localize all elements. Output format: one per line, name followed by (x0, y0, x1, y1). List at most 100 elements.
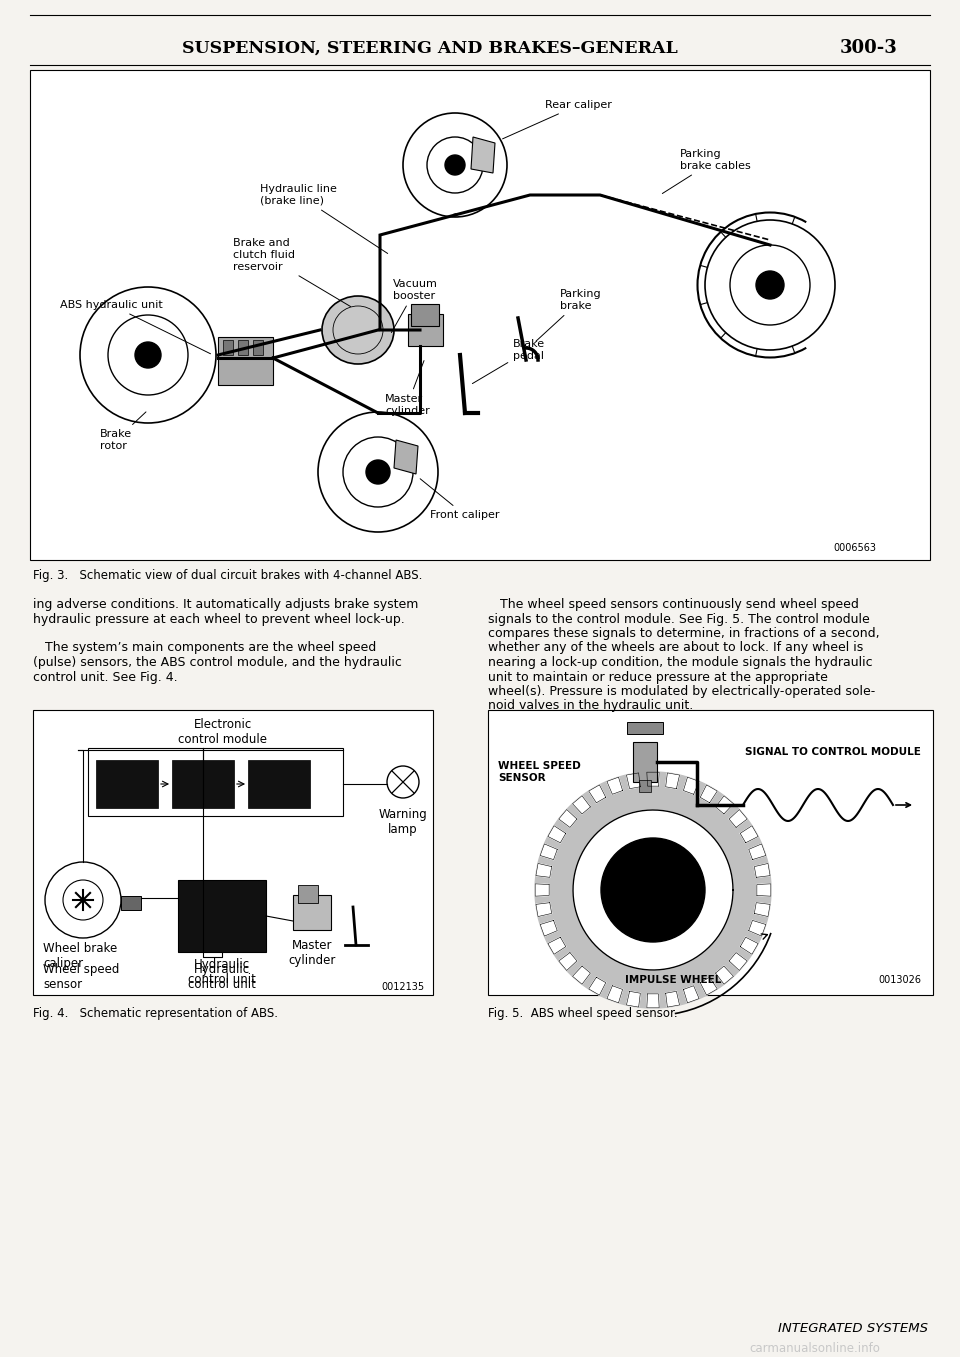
Bar (238, 341, 248, 356)
Text: Electronic
control module: Electronic control module (179, 718, 268, 746)
Text: IMPULSE WHEEL: IMPULSE WHEEL (625, 974, 721, 985)
Polygon shape (729, 953, 747, 970)
Text: 0013026: 0013026 (878, 974, 921, 985)
Text: The wheel speed sensors continuously send wheel speed: The wheel speed sensors continuously sen… (488, 598, 859, 611)
Polygon shape (588, 977, 606, 995)
Text: signals to the control module. See Fig. 5. The control module: signals to the control module. See Fig. … (488, 612, 870, 626)
Text: hydraulic pressure at each wheel to prevent wheel lock-up.: hydraulic pressure at each wheel to prev… (33, 612, 405, 626)
Polygon shape (535, 883, 549, 896)
Polygon shape (749, 844, 766, 859)
Polygon shape (572, 795, 590, 814)
Text: (pulse) sensors, the ABS control module, and the hydraulic: (pulse) sensors, the ABS control module,… (33, 655, 402, 669)
Text: control unit. See Fig. 4.: control unit. See Fig. 4. (33, 670, 178, 684)
Bar (639, 780, 651, 792)
Bar (172, 760, 234, 807)
Text: Hydraulic
control unit: Hydraulic control unit (188, 963, 256, 991)
Text: Parking
brake cables: Parking brake cables (662, 149, 751, 194)
Polygon shape (729, 810, 747, 828)
Bar (293, 896, 331, 930)
Text: carmanualsonline.info: carmanualsonline.info (749, 1342, 880, 1354)
Text: SUSPENSION, STEERING AND BRAKES–GENERAL: SUSPENSION, STEERING AND BRAKES–GENERAL (182, 39, 678, 57)
Polygon shape (755, 902, 770, 916)
Text: compares these signals to determine, in fractions of a second,: compares these signals to determine, in … (488, 627, 879, 641)
Text: ABS hydraulic unit: ABS hydraulic unit (60, 300, 210, 354)
Text: Master
cylinder: Master cylinder (385, 361, 430, 415)
Circle shape (366, 460, 390, 484)
Text: WHEEL SPEED
SENSOR: WHEEL SPEED SENSOR (498, 761, 581, 783)
Polygon shape (627, 992, 640, 1007)
Polygon shape (684, 985, 699, 1003)
Circle shape (445, 155, 465, 175)
Polygon shape (607, 778, 623, 794)
Polygon shape (540, 844, 557, 859)
Text: 0012135: 0012135 (382, 982, 425, 992)
Polygon shape (572, 966, 590, 984)
Polygon shape (588, 784, 606, 803)
Text: Brake and
clutch fluid
reservoir: Brake and clutch fluid reservoir (233, 239, 350, 307)
Bar (178, 879, 266, 953)
Polygon shape (665, 992, 680, 1007)
Text: Vacuum
booster: Vacuum booster (392, 280, 438, 332)
Bar (121, 896, 141, 911)
Text: 300-3: 300-3 (840, 39, 898, 57)
Circle shape (601, 839, 705, 942)
Polygon shape (548, 825, 565, 843)
Polygon shape (573, 810, 733, 970)
Text: ing adverse conditions. It automatically adjusts brake system: ing adverse conditions. It automatically… (33, 598, 419, 611)
Polygon shape (749, 920, 766, 936)
Polygon shape (756, 883, 771, 896)
Text: Brake
rotor: Brake rotor (100, 413, 146, 451)
Text: 0006563: 0006563 (833, 543, 876, 554)
Text: Brake
pedal: Brake pedal (472, 339, 545, 384)
Text: Wheel speed
sensor: Wheel speed sensor (43, 963, 119, 991)
Polygon shape (755, 863, 770, 878)
Text: SIGNAL TO CONTROL MODULE: SIGNAL TO CONTROL MODULE (745, 746, 921, 757)
Polygon shape (740, 938, 758, 954)
Bar (627, 722, 663, 734)
Bar (30, 71, 930, 560)
Text: whether any of the wheels are about to lock. If any wheel is: whether any of the wheels are about to l… (488, 642, 863, 654)
Polygon shape (665, 773, 680, 788)
Bar (488, 710, 933, 995)
Text: Front caliper: Front caliper (420, 479, 499, 520)
Bar (298, 885, 318, 902)
Polygon shape (700, 784, 717, 803)
Bar (253, 341, 263, 356)
Text: Hydraulic
control unit: Hydraulic control unit (188, 958, 256, 987)
Text: Master
cylinder: Master cylinder (288, 939, 336, 968)
Bar (218, 337, 273, 385)
Polygon shape (607, 985, 623, 1003)
Polygon shape (535, 772, 771, 1008)
Bar (408, 313, 443, 346)
Circle shape (135, 342, 161, 368)
Polygon shape (715, 795, 733, 814)
Text: unit to maintain or reduce pressure at the appropriate: unit to maintain or reduce pressure at t… (488, 670, 828, 684)
Bar (633, 742, 657, 782)
Bar (33, 710, 433, 995)
Polygon shape (536, 902, 552, 916)
Polygon shape (559, 810, 577, 828)
Bar (88, 748, 343, 816)
Polygon shape (540, 920, 557, 936)
Text: wheel(s). Pressure is modulated by electrically-operated sole-: wheel(s). Pressure is modulated by elect… (488, 685, 876, 697)
Text: Fig. 4.   Schematic representation of ABS.: Fig. 4. Schematic representation of ABS. (33, 1007, 278, 1019)
Polygon shape (740, 825, 758, 843)
Bar (248, 760, 310, 807)
Text: Wheel brake
caliper: Wheel brake caliper (43, 942, 117, 970)
Polygon shape (647, 772, 660, 786)
Text: Fig. 3.   Schematic view of dual circuit brakes with 4-channel ABS.: Fig. 3. Schematic view of dual circuit b… (33, 570, 422, 582)
Text: Hydraulic line
(brake line): Hydraulic line (brake line) (260, 185, 388, 254)
Polygon shape (647, 993, 660, 1008)
Polygon shape (548, 938, 565, 954)
Polygon shape (627, 773, 640, 788)
Polygon shape (394, 440, 418, 474)
Text: Parking
brake: Parking brake (536, 289, 602, 341)
Bar (223, 341, 233, 356)
Bar (411, 304, 439, 326)
Polygon shape (536, 863, 552, 878)
Text: INTEGRATED SYSTEMS: INTEGRATED SYSTEMS (778, 1322, 928, 1334)
Text: Rear caliper: Rear caliper (502, 100, 612, 138)
Text: Fig. 5.  ABS wheel speed sensor.: Fig. 5. ABS wheel speed sensor. (488, 1007, 678, 1019)
Bar (96, 760, 158, 807)
Text: noid valves in the hydraulic unit.: noid valves in the hydraulic unit. (488, 699, 693, 712)
